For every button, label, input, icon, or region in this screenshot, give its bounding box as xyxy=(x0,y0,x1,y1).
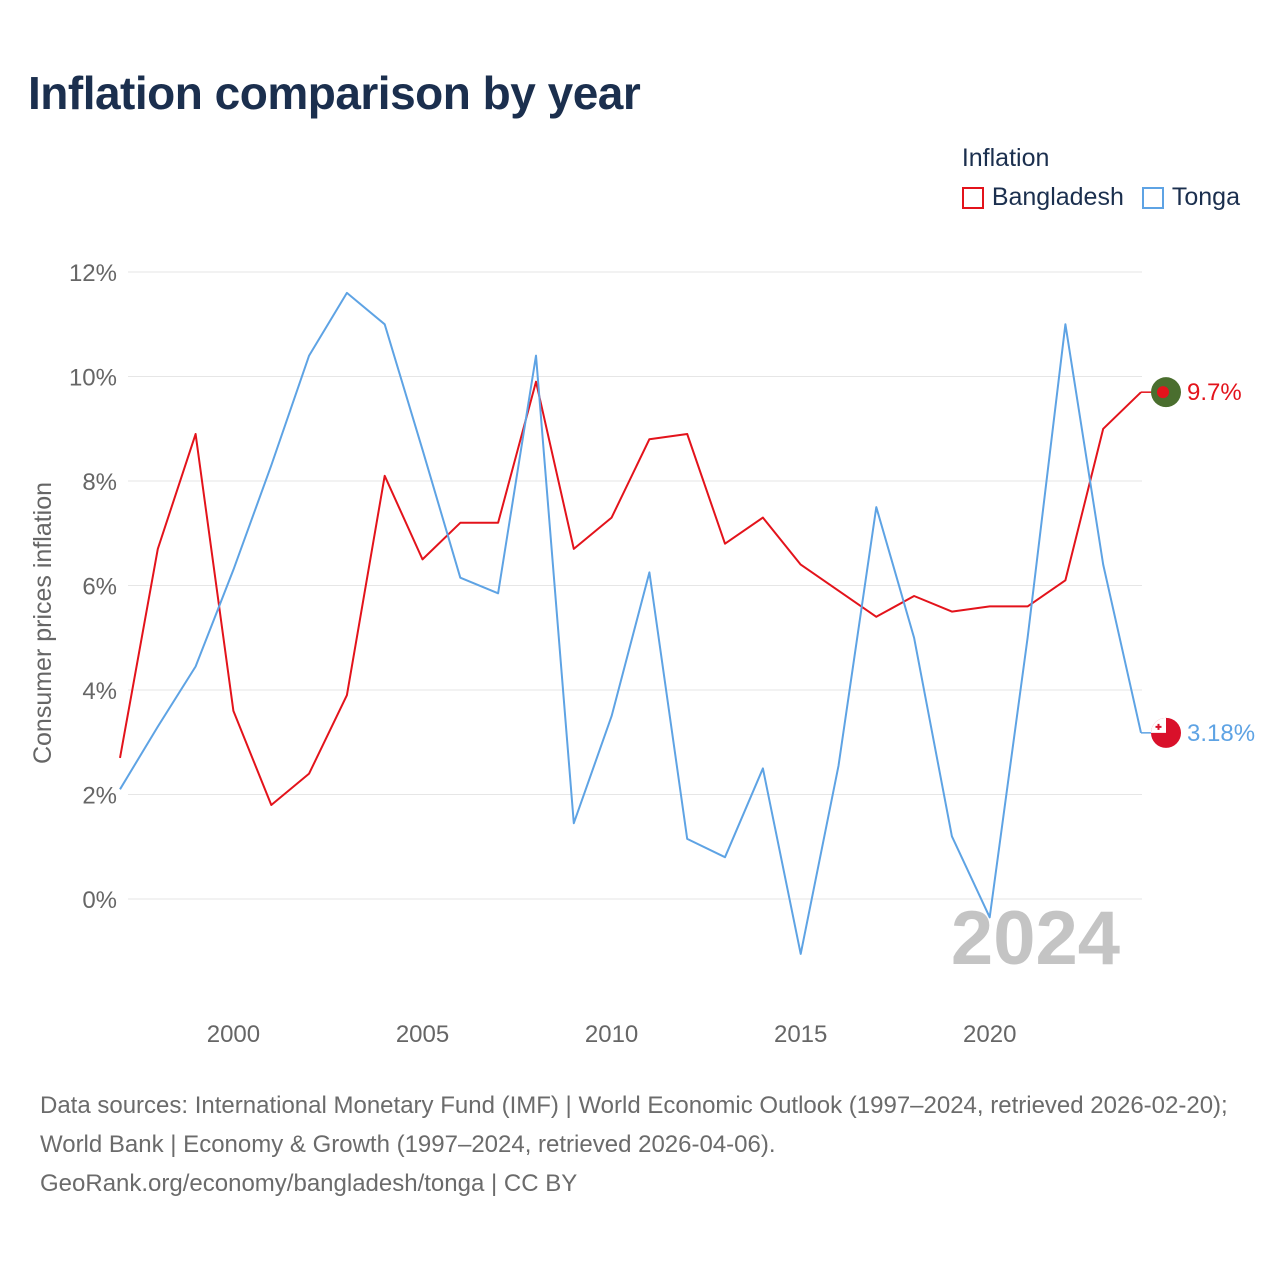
x-tick-label: 2005 xyxy=(396,1021,449,1048)
y-tick-label: 4% xyxy=(82,678,117,705)
series-line-bangladesh xyxy=(119,380,1142,806)
y-tick-label: 12% xyxy=(69,260,117,287)
legend-item-bangladesh[interactable]: Bangladesh xyxy=(961,183,1124,212)
end-label-tonga: 3.18% xyxy=(1187,720,1255,747)
legend-swatch-bangladesh xyxy=(961,186,984,209)
source-text: Data sources: International Monetary Fun… xyxy=(40,1092,1228,1158)
y-axis-label: Consumer prices inflation xyxy=(29,482,57,764)
series-line-tonga xyxy=(119,291,1142,955)
legend-title: Inflation xyxy=(961,144,1050,172)
x-tick-label: 2015 xyxy=(774,1021,827,1048)
source-credit: GeoRank.org/economy/bangladesh/tonga | C… xyxy=(40,1170,578,1197)
x-tick-label: 2010 xyxy=(585,1021,638,1048)
y-tick-label: 10% xyxy=(69,365,117,392)
legend-label-bangladesh: Bangladesh xyxy=(991,183,1124,211)
year-watermark: 2024 xyxy=(951,896,1120,981)
legend-items: Bangladesh Tonga xyxy=(961,183,1240,212)
flag-marker-tonga-cross xyxy=(1155,723,1162,730)
x-tick-label: 2000 xyxy=(207,1021,260,1048)
legend-item-tonga[interactable]: Tonga xyxy=(1141,183,1240,212)
legend-label-tonga: Tonga xyxy=(1171,183,1240,211)
y-tick-label: 6% xyxy=(82,574,117,601)
source-note: Data sources: International Monetary Fun… xyxy=(40,1086,1250,1203)
line-chart: 12% 10% 8% 6% 4% 2% 0% 2000 2005 2010 2015 2020 Cons… xyxy=(29,260,1255,1048)
chart-title: Inflation comparison by year xyxy=(28,67,641,119)
end-label-bangladesh: 9.7% xyxy=(1187,379,1242,406)
legend: Inflation Bangladesh Tonga xyxy=(961,144,1240,212)
x-tick-label: 2020 xyxy=(963,1021,1016,1048)
y-tick-label: 8% xyxy=(82,469,117,496)
legend-swatch-tonga xyxy=(1141,186,1164,209)
flag-marker-bangladesh-disc xyxy=(1157,386,1169,399)
y-tick-label: 2% xyxy=(82,783,117,810)
y-tick-label: 0% xyxy=(82,887,117,914)
